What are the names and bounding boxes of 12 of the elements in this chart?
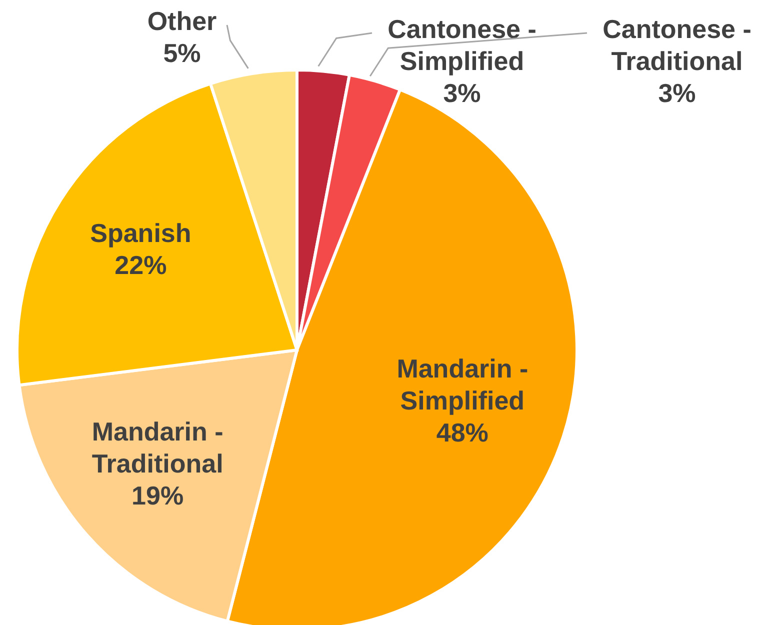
data-label: 48%	[436, 417, 488, 448]
data-label: 22%	[114, 250, 167, 280]
data-label: 3%	[443, 78, 481, 108]
data-label: 3%	[658, 78, 696, 108]
slice-label: Spanish	[90, 218, 192, 248]
data-label: 19%	[132, 480, 184, 511]
slice-label: Mandarin - Traditional	[92, 416, 224, 479]
slice-label: Cantonese - Traditional	[602, 14, 752, 76]
slice-label: Other	[147, 6, 217, 36]
slice-label: Cantonese - Simplified	[388, 14, 536, 76]
slice-label: Mandarin - Simplified	[396, 353, 528, 416]
data-label: 5%	[163, 38, 201, 68]
